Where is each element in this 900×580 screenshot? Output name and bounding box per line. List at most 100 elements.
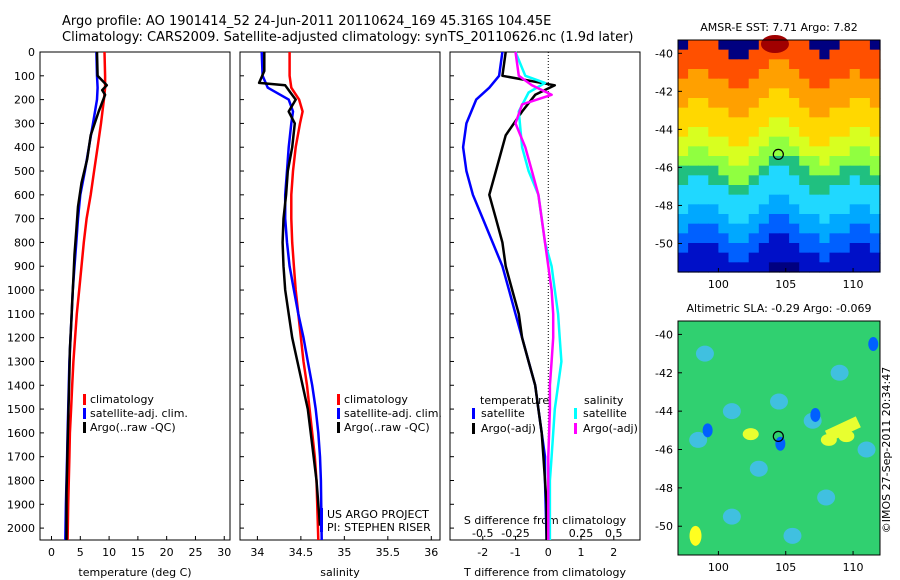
sst-cell <box>678 194 689 205</box>
ytick-label: 900 <box>14 260 35 273</box>
sst-cell <box>728 117 740 128</box>
xtick-label-1: 20 <box>160 546 174 559</box>
sst-cell <box>678 127 689 138</box>
sst-cell <box>779 117 790 128</box>
sst-cell <box>688 69 699 80</box>
sst-cell <box>789 40 800 51</box>
map-ytick-label: -40 <box>655 47 673 60</box>
sst-cell <box>678 252 689 263</box>
sst-cell <box>768 107 780 118</box>
ytick-label: 1400 <box>7 379 35 392</box>
sst-cell <box>849 136 861 147</box>
sst-cell <box>698 40 709 51</box>
xtick-top-label: 0.5 <box>605 527 623 540</box>
sst-cell <box>698 194 709 205</box>
sst-cell <box>839 69 851 80</box>
sst-cell <box>758 146 770 157</box>
sst-cell <box>708 69 719 80</box>
sst-cell <box>678 88 689 99</box>
sla-low-blob <box>857 441 876 458</box>
sst-cell <box>849 165 861 176</box>
sst-cell <box>738 233 750 244</box>
ytick-label: 2000 <box>7 522 35 535</box>
sst-cell <box>799 59 810 70</box>
sst-cell <box>758 156 770 167</box>
legend-label-2: climatology <box>344 393 408 406</box>
sst-cell <box>698 175 709 186</box>
sst-cell <box>859 78 871 89</box>
sst-cell <box>869 127 881 138</box>
sst-cell <box>748 98 760 109</box>
sst-cell <box>688 243 699 254</box>
sst-cell <box>839 243 851 254</box>
ytick-label: 800 <box>14 236 35 249</box>
sst-cell <box>718 165 730 176</box>
legend-label-2: satellite-adj. clim. <box>344 407 442 420</box>
sst-cell <box>698 98 709 109</box>
series-line-2-1 <box>288 52 320 541</box>
sst-cell <box>789 88 800 99</box>
sst-cell <box>768 175 780 186</box>
sst-cell <box>678 156 689 167</box>
ytick-label: 1200 <box>7 332 35 345</box>
sst-cell <box>718 69 730 80</box>
sst-cell <box>728 136 740 147</box>
sst-cell <box>758 223 770 234</box>
sla-low-blob <box>830 364 849 381</box>
sst-cell <box>728 185 740 196</box>
sst-cell <box>708 204 719 215</box>
sst-cell <box>688 185 699 196</box>
sst-cell <box>829 204 841 215</box>
sst-cell <box>839 107 851 118</box>
sst-cell <box>859 69 871 80</box>
xtick-label-3: 1 <box>578 546 585 559</box>
sst-cell <box>789 78 800 89</box>
map-xtick-label: 105 <box>775 561 796 574</box>
sst-cell <box>748 185 760 196</box>
ytick-label: 200 <box>14 94 35 107</box>
sst-cell <box>748 78 760 89</box>
sst-cell <box>779 175 790 186</box>
sst-cell <box>728 223 740 234</box>
sst-cell <box>758 233 770 244</box>
sst-cell <box>708 175 719 186</box>
sst-cell <box>809 78 820 89</box>
xlabel-1: temperature (deg C) <box>78 566 191 579</box>
xtick-top-label: -0.5 <box>472 527 493 540</box>
sst-cell <box>779 156 790 167</box>
sst-cell <box>688 146 699 157</box>
sla-low-blob <box>689 431 708 448</box>
sst-cell <box>758 59 770 70</box>
sst-cell <box>809 223 820 234</box>
sst-cell <box>779 194 790 205</box>
sst-cell <box>779 59 790 70</box>
map-frame-2 <box>677 320 881 556</box>
sst-cell <box>779 49 790 60</box>
sst-cell <box>698 69 709 80</box>
sst-cell <box>849 117 861 128</box>
sst-cell <box>819 117 831 128</box>
sst-cell <box>708 194 719 205</box>
sst-cell <box>718 214 730 225</box>
legend-swatch-3 <box>574 408 577 419</box>
sst-cell <box>748 175 760 186</box>
sst-cell <box>829 40 841 51</box>
sst-cell <box>859 233 871 244</box>
sst-cell <box>869 262 881 273</box>
sst-cell <box>738 88 750 99</box>
sst-cell <box>779 165 790 176</box>
sst-cell <box>758 78 770 89</box>
sst-cell <box>708 165 719 176</box>
sst-cell <box>768 204 780 215</box>
legend-label-3: satellite <box>481 407 525 420</box>
sst-cell <box>789 69 800 80</box>
sst-cell <box>809 127 820 138</box>
sst-cell <box>829 214 841 225</box>
map-ytick-label: -40 <box>655 328 673 341</box>
sst-cell <box>718 175 730 186</box>
sst-cell <box>738 146 750 157</box>
sst-cell <box>698 88 709 99</box>
sst-cell <box>678 185 689 196</box>
map-title-2: Altimetric SLA: -0.29 Argo: -0.069 <box>687 302 872 315</box>
map-ytick-label: -46 <box>655 161 673 174</box>
